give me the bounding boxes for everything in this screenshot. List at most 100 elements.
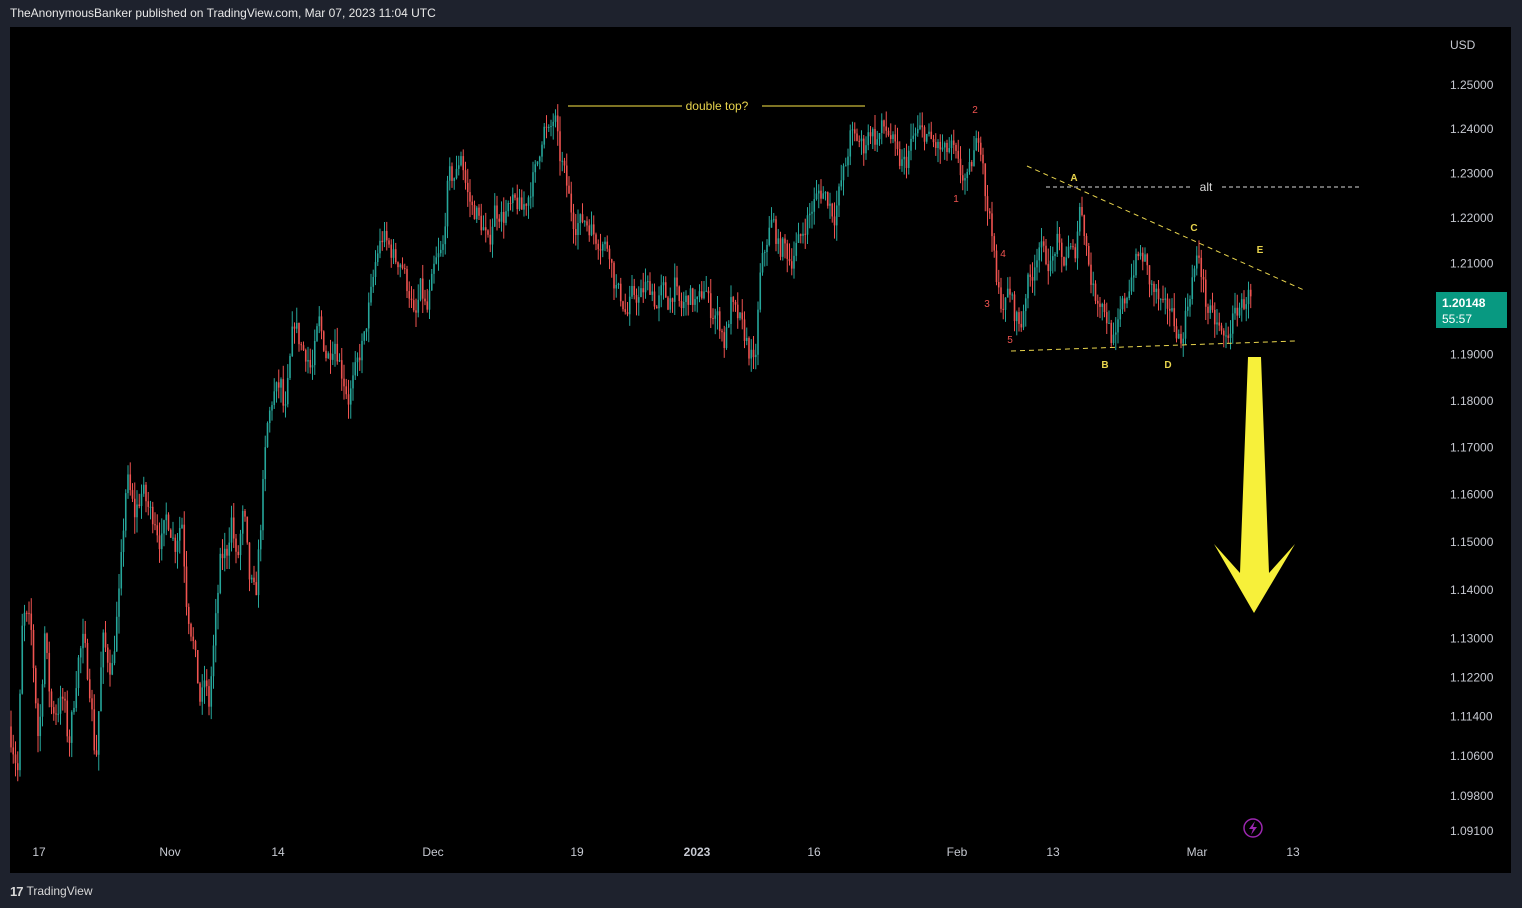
candle-body bbox=[217, 592, 219, 614]
candle-body bbox=[223, 548, 226, 559]
candle-body bbox=[786, 243, 789, 259]
candle-body bbox=[1105, 312, 1108, 324]
price-axis[interactable]: USD 1.25000 1.24000 1.23000 1.22000 1.21000 1.… bbox=[1450, 38, 1494, 838]
candle-body bbox=[444, 226, 447, 245]
candle-body bbox=[1036, 260, 1038, 268]
candle-body bbox=[1117, 319, 1119, 333]
candle-body bbox=[635, 294, 638, 303]
candle-body bbox=[1081, 207, 1083, 216]
candle-body bbox=[721, 330, 723, 333]
triangle-label-d: D bbox=[1164, 360, 1171, 371]
candle-body bbox=[1153, 283, 1155, 292]
triangle-label-c: C bbox=[1190, 223, 1197, 234]
candle-body bbox=[100, 667, 102, 712]
candle-body bbox=[34, 668, 37, 704]
lightning-icon[interactable] bbox=[1243, 818, 1263, 838]
candle-body bbox=[61, 696, 64, 699]
last-price-badge: 1.20148 55:57 bbox=[1436, 292, 1507, 328]
time-axis[interactable]: 17 Nov 14 Dec 19 2023 16 Feb 13 Mar 13 bbox=[32, 845, 1300, 859]
candle-body bbox=[687, 295, 690, 305]
price-tick: 1.24000 bbox=[1450, 122, 1494, 136]
candle-body bbox=[867, 132, 870, 146]
candle-body bbox=[957, 150, 960, 159]
candle-body bbox=[732, 297, 735, 302]
candle-body bbox=[655, 306, 658, 309]
candle-body bbox=[1186, 306, 1189, 311]
candle-body bbox=[968, 162, 971, 172]
candle-body bbox=[424, 298, 426, 302]
candle-body bbox=[840, 180, 843, 187]
candle-body bbox=[700, 291, 703, 299]
candle-body bbox=[541, 144, 543, 157]
candle-body bbox=[120, 552, 123, 589]
candle-body bbox=[948, 148, 951, 152]
candle-body bbox=[1150, 283, 1153, 285]
chart-frame[interactable]: double top? alt A B C D E 1 2 3 4 5 USD 1.25000 1.240… bbox=[10, 27, 1511, 873]
alt-label: alt bbox=[1200, 180, 1213, 194]
candle-body bbox=[910, 138, 912, 151]
candle-body bbox=[617, 283, 620, 285]
candle-body bbox=[82, 633, 84, 649]
candle-body bbox=[615, 284, 618, 289]
price-chart[interactable]: double top? alt A B C D E 1 2 3 4 5 USD 1.25000 1.240… bbox=[10, 27, 1511, 873]
candle-body bbox=[633, 286, 636, 295]
candle-body bbox=[460, 156, 462, 166]
candle-body bbox=[255, 582, 258, 596]
candle-body bbox=[79, 648, 82, 658]
candle-body bbox=[1234, 307, 1236, 314]
candle-body bbox=[856, 133, 858, 141]
candle-body bbox=[66, 700, 69, 737]
candle-body bbox=[392, 249, 395, 258]
candle-body bbox=[993, 236, 996, 251]
candle-body bbox=[487, 230, 489, 235]
price-tick: 1.22000 bbox=[1450, 211, 1494, 225]
candle-body bbox=[46, 633, 48, 653]
candle-body bbox=[887, 130, 890, 136]
candle-body bbox=[95, 750, 98, 755]
candle-body bbox=[696, 296, 699, 300]
candle-body bbox=[295, 322, 298, 329]
candle-body bbox=[311, 365, 314, 368]
candle-body bbox=[190, 623, 192, 637]
candle-body bbox=[136, 504, 138, 518]
candle-body bbox=[653, 291, 656, 307]
candle-body bbox=[1211, 305, 1214, 310]
candle-body bbox=[601, 244, 604, 251]
currency-label: USD bbox=[1450, 38, 1476, 52]
candle-body bbox=[768, 227, 771, 245]
date-tick: 14 bbox=[271, 845, 285, 859]
candle-body bbox=[1166, 298, 1169, 309]
candle-body bbox=[226, 548, 228, 556]
candle-body bbox=[275, 382, 278, 392]
candle-body bbox=[1177, 333, 1180, 339]
candle-body bbox=[820, 190, 822, 199]
candle-body bbox=[777, 238, 780, 244]
candle-body bbox=[975, 138, 978, 151]
date-tick: Mar bbox=[1187, 845, 1208, 859]
candle-body bbox=[1144, 254, 1146, 262]
candle-body bbox=[572, 212, 575, 230]
candle-body bbox=[102, 632, 105, 668]
candle-body bbox=[1027, 274, 1029, 299]
candle-body bbox=[631, 286, 633, 297]
candle-body bbox=[118, 588, 120, 617]
candle-body bbox=[84, 633, 87, 643]
candle-body bbox=[1130, 277, 1133, 292]
candle-body bbox=[579, 214, 582, 224]
candle-body bbox=[907, 150, 910, 168]
candle-body bbox=[716, 311, 719, 316]
candle-body bbox=[1135, 253, 1137, 276]
wave-label-1: 1 bbox=[953, 194, 959, 205]
price-tick: 1.21000 bbox=[1450, 256, 1494, 270]
candle-body bbox=[1139, 252, 1142, 257]
candle-body bbox=[500, 211, 503, 222]
candle-body bbox=[498, 218, 501, 222]
candle-body bbox=[725, 327, 728, 348]
candle-body bbox=[426, 301, 429, 310]
candle-body bbox=[469, 192, 471, 202]
candle-body bbox=[871, 128, 874, 137]
date-tick: 19 bbox=[570, 845, 584, 859]
candle-body bbox=[554, 115, 557, 122]
candle-body bbox=[748, 337, 750, 359]
triangle-label-a: A bbox=[1070, 173, 1077, 184]
